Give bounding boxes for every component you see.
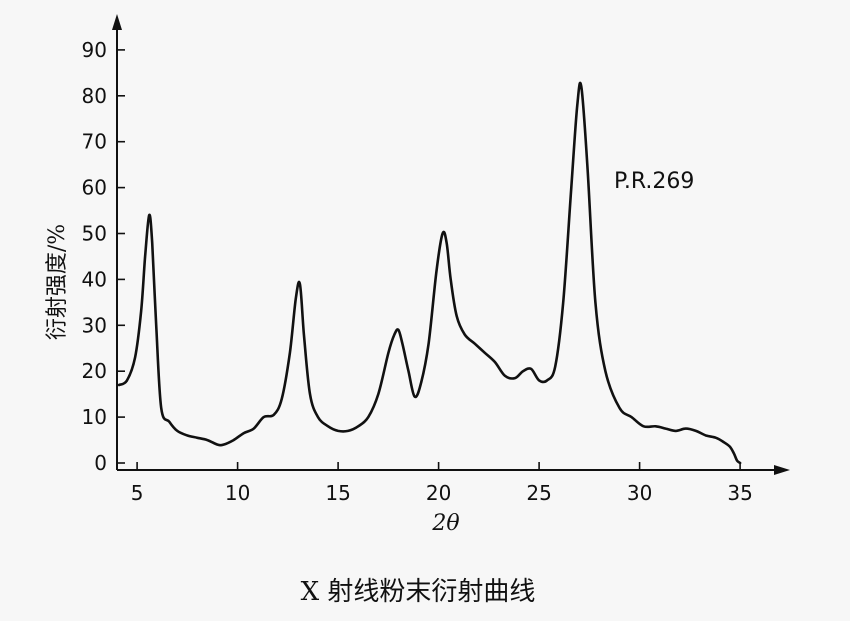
axes (112, 14, 790, 475)
y-tick-label: 70 (82, 130, 107, 154)
x-tick-label: 30 (627, 481, 652, 505)
x-tick-label: 35 (727, 481, 752, 505)
y-tick-label: 20 (82, 359, 107, 383)
x-axis-arrow (774, 465, 790, 475)
x-tick-label: 10 (225, 481, 250, 505)
y-tick-label: 50 (82, 222, 107, 246)
y-axis-arrow (112, 14, 122, 30)
ticks: 5 10 15 20 25 30 35 0 10 20 30 40 50 60 70 80 90 (82, 38, 753, 505)
series-line (117, 81, 742, 465)
x-tick-label: 15 (325, 481, 350, 505)
y-tick-label: 60 (82, 176, 107, 200)
x-tick-label: 25 (526, 481, 551, 505)
chart-caption: X 射线粉末衍射曲线 (301, 577, 536, 607)
y-tick-label: 0 (94, 451, 107, 475)
series-annotation: P.R.269 (614, 169, 694, 194)
y-tick-label: 90 (82, 38, 107, 62)
y-tick-label: 40 (82, 267, 107, 291)
y-axis-label: 衍射强度/% (45, 224, 70, 340)
y-tick-label: 80 (82, 84, 107, 108)
x-axis-label: 2θ (431, 511, 459, 536)
x-tick-label: 5 (131, 481, 144, 505)
y-tick-label: 30 (82, 313, 107, 337)
y-tick-label: 10 (82, 405, 107, 429)
series (117, 81, 742, 465)
x-tick-label: 20 (426, 481, 451, 505)
